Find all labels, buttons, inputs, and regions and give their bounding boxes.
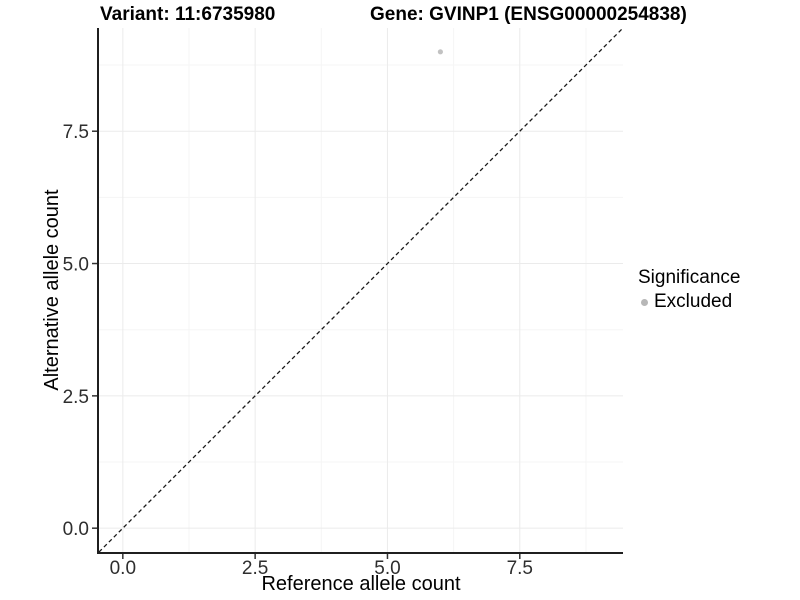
x-tick-label: 0.0 (110, 558, 136, 579)
x-axis-title: Reference allele count (261, 573, 461, 595)
y-tick-label: 2.5 (63, 387, 89, 408)
y-tick-label: 7.5 (63, 122, 89, 143)
identity-line (98, 27, 624, 553)
data-point (437, 49, 443, 55)
legend-title: Significance (638, 267, 741, 288)
x-tick-label: 5.0 (374, 558, 400, 579)
legend-item-excluded: Excluded (638, 290, 740, 314)
y-tick-label: 0.0 (63, 519, 89, 540)
variant-title: Variant: 11:6735980 (100, 4, 276, 25)
legend-item-label: Excluded (654, 291, 733, 312)
legend: Significance Excluded (638, 266, 740, 314)
gene-title: Gene: GVINP1 (ENSG00000254838) (370, 4, 687, 25)
x-tick-label: 2.5 (242, 558, 268, 579)
x-tick-label: 7.5 (507, 558, 533, 579)
excluded-point-icon (641, 298, 648, 306)
y-tick-label: 5.0 (63, 255, 89, 276)
